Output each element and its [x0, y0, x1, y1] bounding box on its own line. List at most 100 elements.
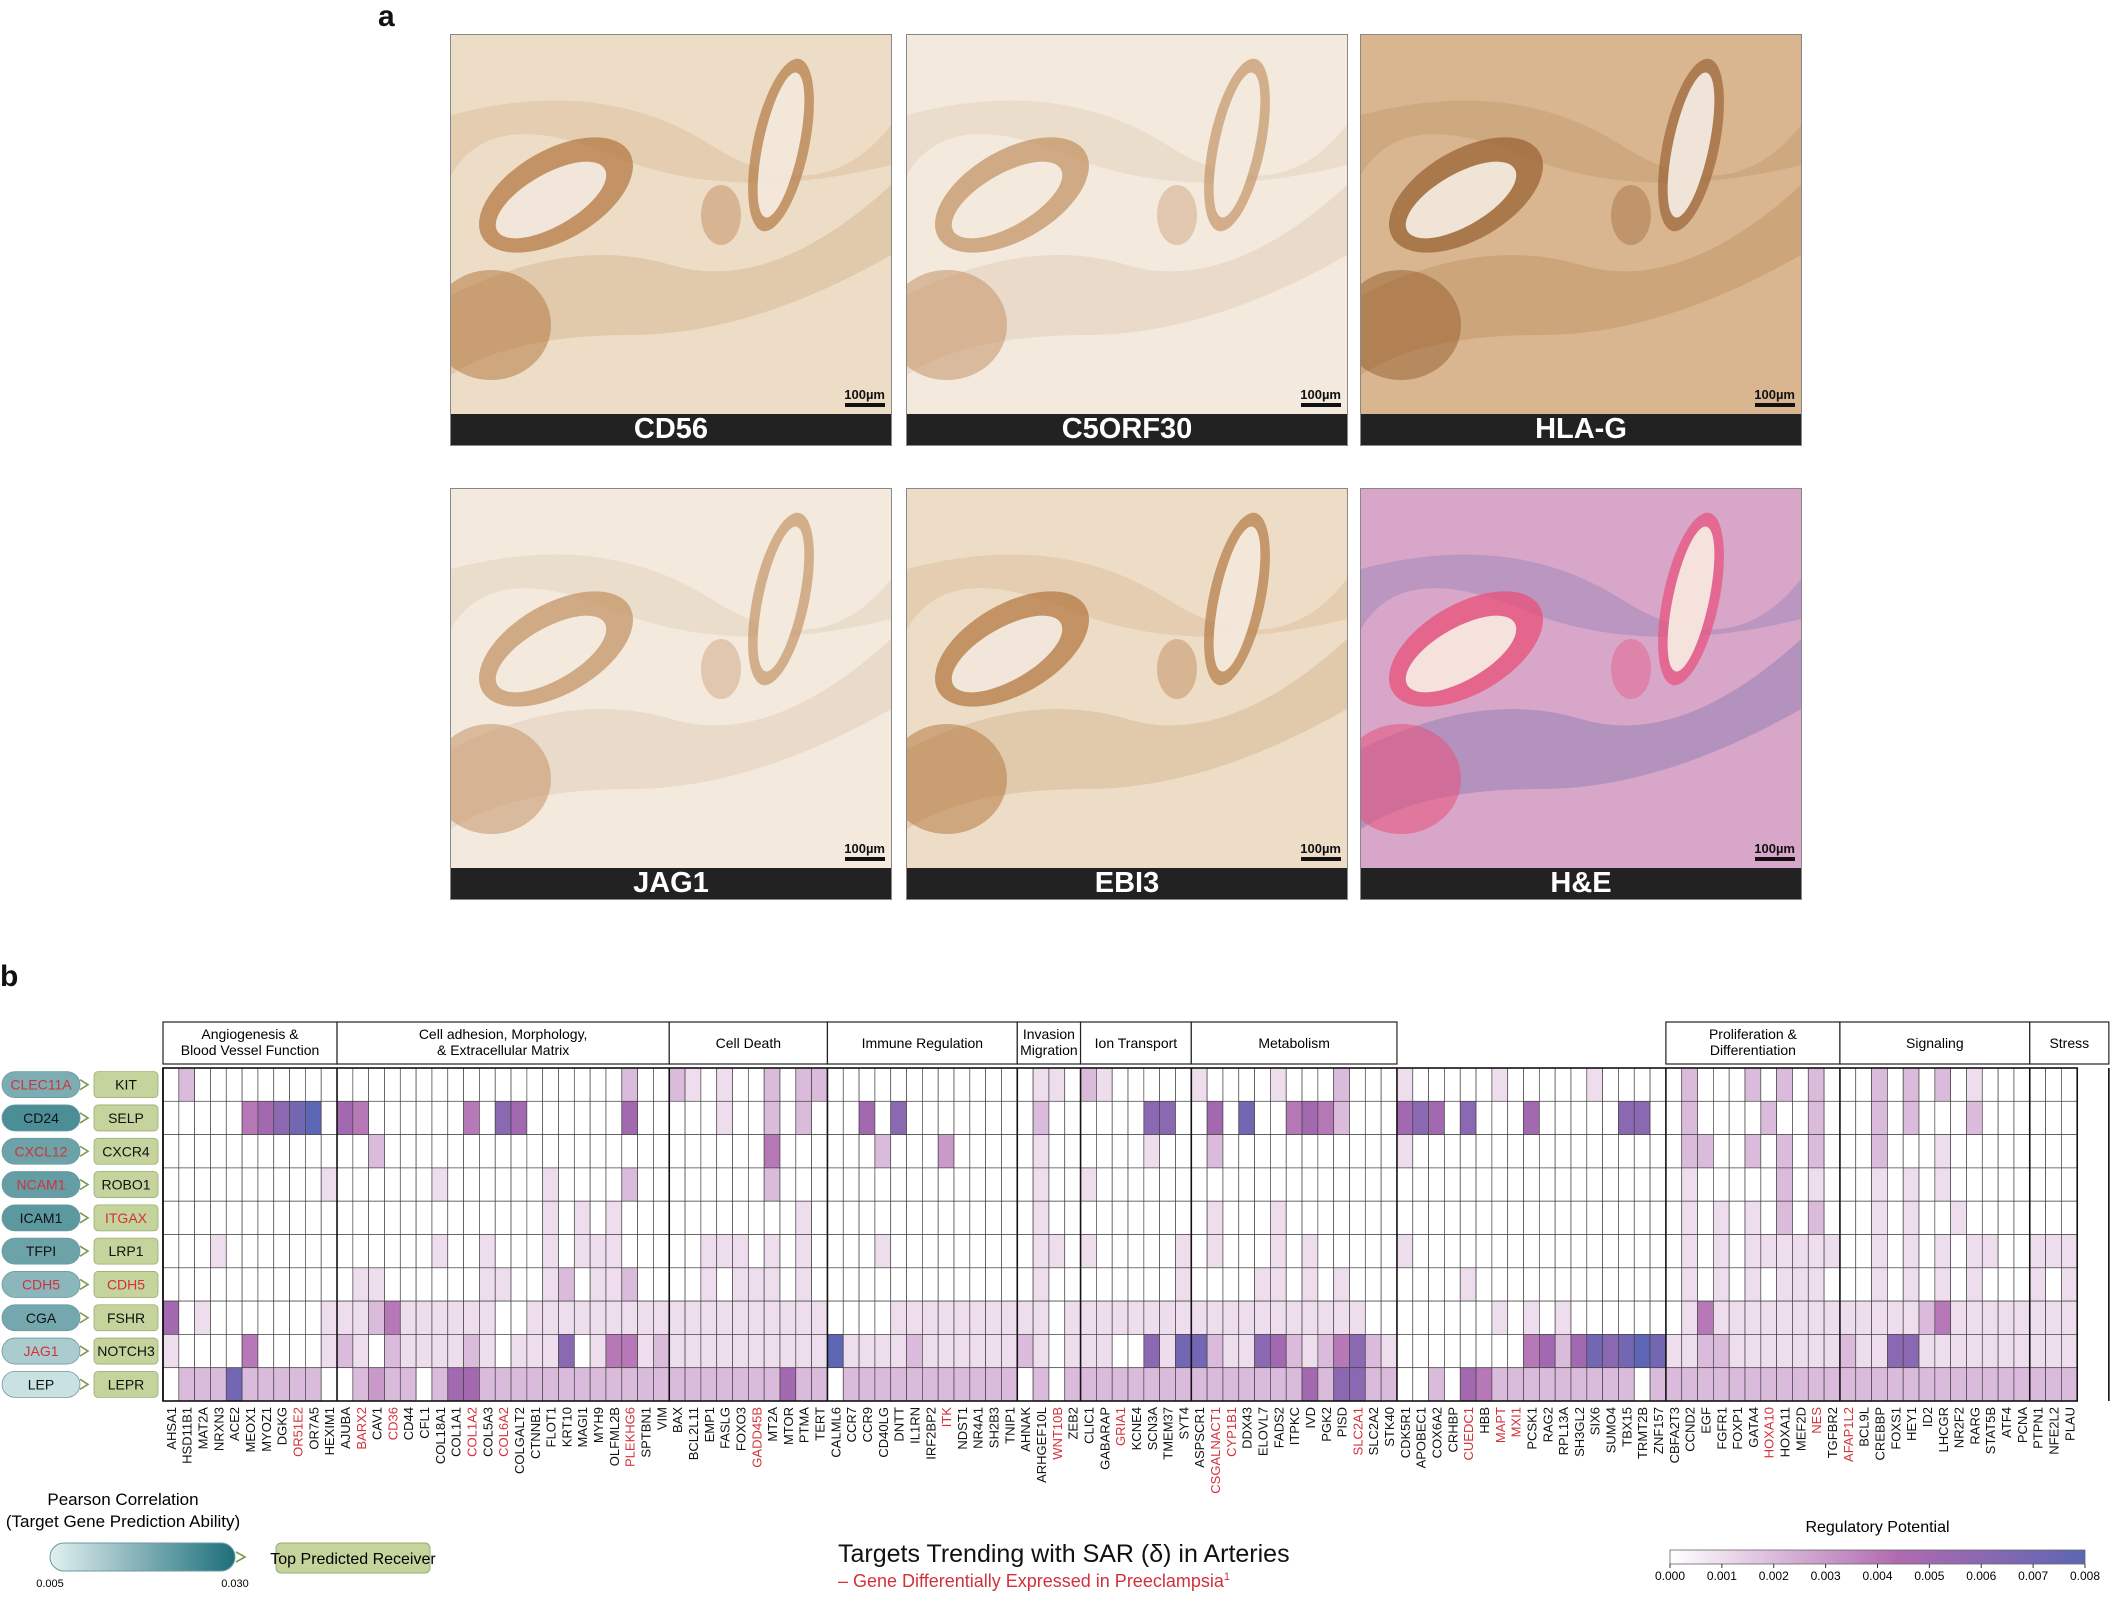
heatmap-cell [684, 1367, 702, 1402]
footer-superscript: 1 [1223, 1571, 1230, 1583]
heatmap-cell [858, 1167, 876, 1202]
heatmap-cell [399, 1100, 417, 1135]
heatmap-cell [811, 1100, 828, 1135]
heatmap-cell [494, 1334, 512, 1369]
ligand-pill [1, 1370, 81, 1398]
heatmap-cell [1143, 1300, 1161, 1335]
reg-legend-tick-label: 0.005 [1914, 1569, 1944, 1583]
heatmap-cell [1301, 1334, 1319, 1369]
heatmap-cell [1048, 1134, 1066, 1169]
heatmap-cell [985, 1167, 1002, 1202]
heatmap-cell [890, 1200, 907, 1235]
heatmap-cell [320, 1234, 338, 1269]
heatmap-cell [858, 1067, 876, 1102]
heatmap-cell [1096, 1300, 1113, 1335]
heatmap-cell [1586, 1367, 1603, 1402]
heatmap-cell [573, 1267, 591, 1302]
heatmap-cell [700, 1300, 718, 1335]
heatmap-cell [1823, 1100, 1841, 1135]
scale-bar-line [845, 403, 885, 407]
heatmap-cell [668, 1300, 686, 1335]
heatmap-cell [1570, 1367, 1588, 1402]
heatmap-cell [2045, 1134, 2062, 1169]
heatmap-cell [526, 1234, 544, 1269]
heatmap-cell [1523, 1234, 1540, 1269]
heatmap-cell [1570, 1100, 1588, 1135]
heatmap-cell [1444, 1134, 1461, 1169]
heatmap-cell [2061, 1234, 2078, 1269]
heatmap-cell [732, 1200, 749, 1235]
heatmap-cell [510, 1234, 528, 1269]
heatmap-cell [969, 1367, 986, 1402]
heatmap-cell [937, 1267, 955, 1302]
heatmap-cell [1238, 1100, 1255, 1135]
heatmap-cell [621, 1334, 638, 1369]
gene-label: FASLG [718, 1407, 733, 1449]
ligand-label: CXCL12 [15, 1143, 68, 1159]
heatmap-cell [811, 1234, 828, 1269]
ligand-label: ICAM1 [20, 1210, 63, 1226]
heatmap-cell [922, 1267, 939, 1302]
heatmap-cell [1997, 1367, 2015, 1402]
heatmap-cell [1602, 1267, 1619, 1302]
heatmap-cell [1602, 1167, 1619, 1202]
heatmap-cell [589, 1067, 607, 1102]
heatmap-cell [431, 1134, 449, 1169]
heatmap-cell [1934, 1067, 1952, 1102]
gene-label: COL6A2 [496, 1407, 511, 1457]
heatmap-cell [573, 1067, 591, 1102]
heatmap-cell [763, 1067, 781, 1102]
receiver-box [93, 1370, 159, 1398]
heatmap-cell [1301, 1100, 1319, 1135]
heatmap-cell [795, 1100, 812, 1135]
heatmap-cell [1238, 1167, 1255, 1202]
heatmap-cell [890, 1300, 907, 1335]
heatmap-cell [858, 1200, 876, 1235]
heatmap-cell [257, 1200, 275, 1235]
heatmap-cell [605, 1367, 623, 1402]
heatmap-cell [937, 1167, 955, 1202]
heatmap-cell [273, 1300, 290, 1335]
heatmap-cell [1317, 1200, 1335, 1235]
gene-label: CLIC1 [1081, 1407, 1096, 1444]
heatmap-cell [732, 1234, 749, 1269]
heatmap-cell [178, 1367, 195, 1402]
heatmap-cell [1080, 1234, 1097, 1269]
ligand-pill [1, 1104, 81, 1132]
heatmap-cell [842, 1067, 860, 1102]
heatmap-cell [684, 1234, 702, 1269]
heatmap-cell [1175, 1100, 1192, 1135]
heatmap-cell [1096, 1200, 1113, 1235]
heatmap-cell [1649, 1367, 1667, 1402]
heatmap-cell [842, 1267, 860, 1302]
heatmap-cell [1855, 1200, 1872, 1235]
heatmap-cell [779, 1267, 797, 1302]
heatmap-cell [1190, 1067, 1208, 1102]
ligand-label: NCAM1 [16, 1177, 65, 1193]
heatmap-cell [1349, 1267, 1366, 1302]
heatmap-cell [1096, 1067, 1113, 1102]
heatmap-cell [225, 1334, 243, 1369]
heatmap-cell [210, 1267, 227, 1302]
heatmap-cell [1238, 1067, 1255, 1102]
heatmap-cell [716, 1200, 733, 1235]
heatmap-cell [985, 1367, 1002, 1402]
heatmap-cell [1792, 1134, 1809, 1169]
heatmap-cell [1333, 1367, 1350, 1402]
heatmap-cell [1713, 1300, 1730, 1335]
heatmap-cell [1317, 1134, 1335, 1169]
heatmap-cell [1570, 1067, 1588, 1102]
heatmap-cell [1459, 1200, 1477, 1235]
heatmap-cell [384, 1167, 401, 1202]
heatmap-cell [1839, 1100, 1857, 1135]
heatmap-cell [1190, 1200, 1208, 1235]
heatmap-cell [1934, 1234, 1952, 1269]
heatmap-cell [1175, 1367, 1192, 1402]
heatmap-cell [368, 1334, 385, 1369]
scale-bar-label: 100µm [844, 387, 885, 402]
heatmap-cell [1507, 1300, 1524, 1335]
heatmap-cell [653, 1367, 670, 1402]
heatmap-cell [1966, 1267, 1983, 1302]
heatmap-cell [1333, 1267, 1350, 1302]
heatmap-cell [1190, 1134, 1208, 1169]
